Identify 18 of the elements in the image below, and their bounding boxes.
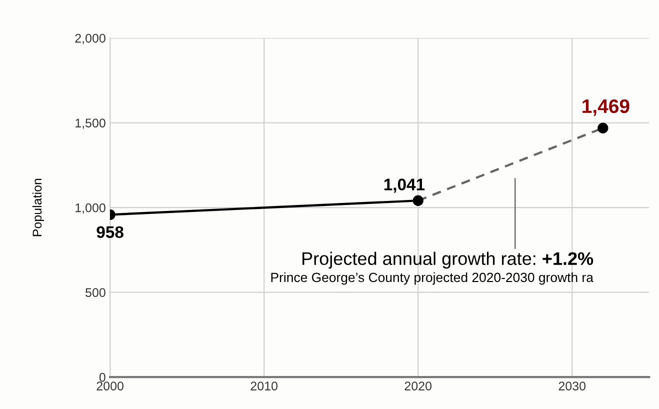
y-tick-label: 1,000 — [76, 203, 106, 214]
x-tick-label: 2000 — [96, 382, 124, 390]
annotation: +1.2% — [542, 252, 594, 265]
y-tick-label: 500 — [86, 288, 106, 297]
x-tick-label: 2030 — [558, 382, 586, 390]
annotation: Projected annual growth rate: — [302, 252, 536, 269]
data-label: 958 — [96, 226, 124, 238]
point — [598, 122, 608, 134]
data-label: 1,469 — [582, 99, 630, 116]
y-tick-label: 1,500 — [76, 118, 106, 129]
y-tick-label: 0 — [99, 372, 106, 382]
annotation: Prince George’s County projected 2020-2030 growth ra — [271, 272, 594, 285]
y-tick-label: 2,000 — [75, 34, 106, 44]
point — [412, 195, 424, 206]
x-tick-label: 2020 — [404, 382, 432, 390]
data-label: 1,041 — [384, 178, 425, 193]
x-tick-label: 2010 — [250, 382, 278, 390]
y-axis-title: Population — [32, 178, 44, 236]
